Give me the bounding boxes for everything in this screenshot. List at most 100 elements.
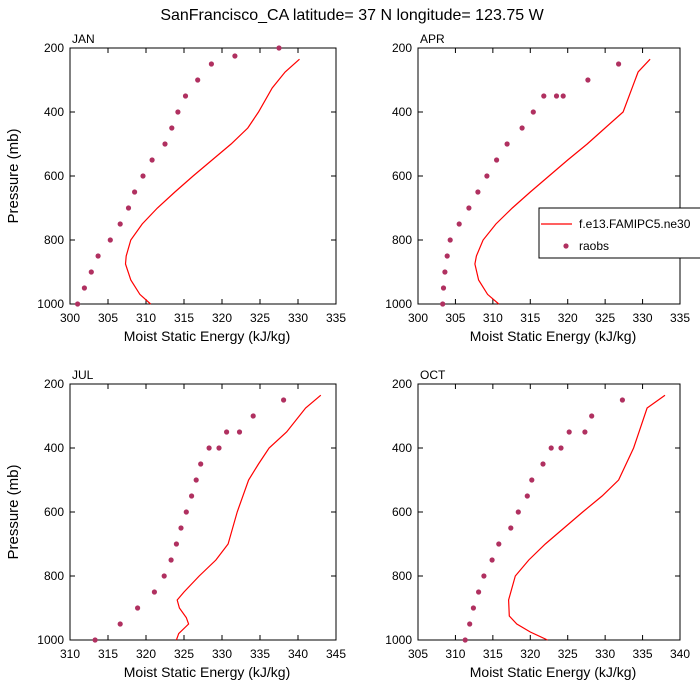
x-tick-label: 315 [520, 311, 540, 325]
obs-point-jan-1 [81, 285, 87, 291]
panel-label-jan: JAN [72, 32, 95, 46]
obs-point-oct-11 [540, 461, 546, 467]
y-tick-label: 1000 [37, 297, 64, 311]
legend-box [538, 207, 700, 259]
x-tick-label: 320 [212, 311, 232, 325]
obs-point-jul-7 [178, 525, 184, 531]
obs-point-apr-14 [553, 93, 560, 99]
obs-point-jan-17 [276, 45, 282, 51]
y-tick-label: 200 [392, 377, 412, 391]
obs-point-jul-11 [198, 461, 204, 467]
obs-point-oct-5 [489, 557, 495, 563]
obs-point-jan-3 [95, 253, 101, 259]
obs-point-jul-16 [250, 413, 256, 419]
obs-point-apr-6 [466, 205, 472, 211]
y-tick-label: 600 [392, 505, 412, 519]
y-tick-label: 1000 [385, 297, 412, 311]
x-tick-label: 335 [633, 647, 653, 661]
obs-point-apr-3 [444, 253, 450, 259]
y-tick-label: 200 [44, 377, 64, 391]
y-axis-label-jul: Pressure (mb) [5, 464, 22, 559]
x-tick-label: 315 [483, 647, 503, 661]
obs-point-jan-6 [125, 205, 132, 211]
legend-obs-label: raobs [579, 239, 609, 253]
obs-point-jul-17 [281, 397, 287, 403]
obs-point-jan-7 [132, 189, 138, 195]
obs-point-oct-17 [619, 397, 626, 403]
obs-point-apr-7 [475, 189, 481, 195]
obs-point-jan-14 [195, 77, 201, 83]
y-tick-label: 600 [392, 169, 412, 183]
obs-point-jan-5 [117, 221, 123, 227]
obs-point-apr-4 [447, 237, 453, 243]
model-line-jul [175, 394, 322, 641]
x-tick-label: 310 [60, 647, 80, 661]
x-tick-label: 325 [595, 311, 615, 325]
obs-point-jan-4 [107, 237, 113, 243]
y-tick-label: 600 [44, 505, 64, 519]
x-tick-label: 320 [558, 311, 578, 325]
y-tick-label: 400 [392, 105, 412, 119]
y-tick-label: 400 [44, 105, 64, 119]
y-tick-label: 400 [44, 441, 64, 455]
obs-point-oct-15 [582, 429, 588, 435]
obs-point-apr-17 [616, 61, 622, 67]
x-tick-label: 325 [558, 647, 578, 661]
legend: f.e13.FAMIPC5.ne30 raobs [538, 207, 700, 259]
x-tick-label: 330 [595, 647, 615, 661]
obs-point-oct-0 [462, 637, 468, 643]
obs-point-jan-16 [232, 53, 238, 59]
obs-point-apr-9 [494, 157, 500, 163]
obs-point-oct-2 [470, 605, 476, 611]
obs-point-oct-8 [515, 509, 521, 515]
obs-point-jan-11 [169, 125, 175, 131]
obs-point-apr-11 [519, 125, 525, 131]
y-tick-label: 1000 [385, 633, 412, 647]
x-tick-label: 315 [174, 311, 194, 325]
y-tick-label: 800 [392, 569, 412, 583]
figure-title: SanFrancisco_CA latitude= 37 N longitude… [160, 7, 544, 24]
obs-point-jan-12 [175, 109, 181, 115]
y-tick-label: 800 [392, 233, 412, 247]
panel-frame-jan [69, 47, 337, 305]
model-line-jan [124, 58, 300, 305]
y-tick-label: 800 [44, 233, 64, 247]
panels-group: 300 305 310 315 320 325 330 335 200 400 600 800 1000… [5, 32, 690, 680]
x-tick-label: 335 [250, 647, 270, 661]
x-tick-label: 300 [60, 311, 80, 325]
x-tick-label: 305 [98, 311, 118, 325]
y-tick-label: 200 [392, 41, 412, 55]
obs-point-jul-14 [224, 429, 230, 435]
obs-point-jul-0 [92, 637, 98, 643]
legend-model-label: f.e13.FAMIPC5.ne30 [579, 217, 691, 231]
panel-apr: 300 305 310 315 320 325 330 335 200 400 600 800 1000… [385, 32, 690, 344]
obs-point-jul-3 [151, 589, 157, 595]
x-tick-label: 325 [250, 311, 270, 325]
legend-obs-swatch [563, 243, 569, 249]
obs-point-oct-3 [476, 589, 482, 595]
panel-jan: 300 305 310 315 320 325 330 335 200 400 600 800 1000… [5, 32, 346, 344]
y-axis-label-jan: Pressure (mb) [5, 128, 22, 223]
obs-point-oct-14 [566, 429, 572, 435]
panel-frame-oct [417, 383, 681, 641]
x-tick-label: 330 [633, 311, 653, 325]
x-tick-label: 335 [670, 311, 690, 325]
obs-point-jan-2 [88, 269, 94, 275]
obs-point-jul-9 [189, 493, 195, 499]
panel-frame-jul [69, 383, 337, 641]
x-tick-label: 345 [326, 647, 346, 661]
x-tick-label: 335 [326, 311, 346, 325]
obs-point-oct-1 [467, 621, 473, 627]
obs-point-jan-8 [140, 173, 146, 179]
obs-point-jul-12 [206, 445, 212, 451]
obs-point-apr-2 [442, 269, 448, 275]
obs-point-jul-5 [168, 557, 174, 563]
x-tick-label: 340 [670, 647, 690, 661]
obs-point-apr-0 [440, 301, 446, 307]
obs-point-oct-10 [529, 477, 535, 483]
x-tick-label: 305 [445, 311, 465, 325]
x-axis-label-jan: Moist Static Energy (kJ/kg) [124, 328, 291, 344]
obs-point-oct-16 [589, 413, 595, 419]
x-tick-label: 300 [408, 311, 428, 325]
